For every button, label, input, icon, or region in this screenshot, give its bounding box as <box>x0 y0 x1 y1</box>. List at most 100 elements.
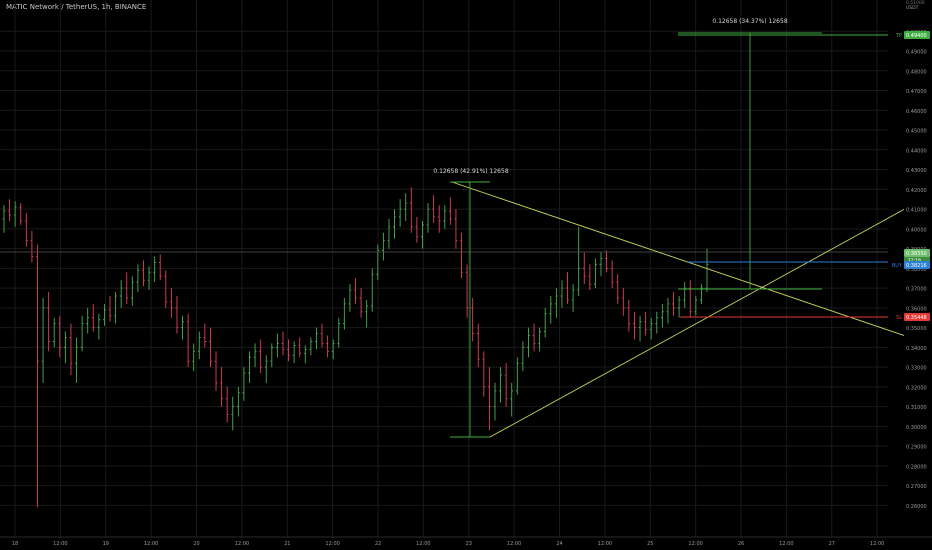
candle <box>354 278 357 304</box>
candle <box>532 323 536 352</box>
price-tag-value: 0.38216 <box>906 263 927 269</box>
candle <box>337 317 341 348</box>
candle <box>36 244 39 508</box>
candle <box>13 201 17 227</box>
candle <box>560 280 564 308</box>
candle <box>476 323 480 368</box>
x-tick-label: 25 <box>647 541 653 547</box>
y-tick-label: 0.46000 <box>906 109 927 115</box>
candle <box>460 232 463 279</box>
x-tick-label: 22 <box>375 541 381 547</box>
candle <box>342 297 346 330</box>
x-tick-label: 12:00 <box>507 541 521 547</box>
y-tick-label: 0.26000 <box>906 504 927 510</box>
x-tick-label: 12:00 <box>144 541 158 547</box>
candle <box>387 218 391 249</box>
candle <box>91 303 95 332</box>
x-tick-label: 12:00 <box>325 541 339 547</box>
x-tick-label: 20 <box>193 541 199 547</box>
candle <box>605 250 608 273</box>
candle <box>315 327 318 350</box>
candle <box>527 327 530 358</box>
candle <box>510 382 514 417</box>
candle <box>448 197 452 225</box>
y-tick-label: 0.31000 <box>906 405 927 411</box>
candle <box>415 216 419 243</box>
candle <box>264 355 268 383</box>
candle <box>348 284 352 312</box>
price-tag-sub: 12:16 <box>908 258 921 264</box>
x-tick-label: 24 <box>556 541 562 547</box>
x-tick-label: 21 <box>284 541 290 547</box>
y-tick-label: 0.44000 <box>906 148 927 154</box>
candle <box>621 288 625 316</box>
price-tag-bg <box>904 249 930 257</box>
candle <box>577 226 581 296</box>
candle <box>203 323 207 348</box>
y-tick-label: 0.32000 <box>906 385 927 391</box>
candle <box>616 274 620 304</box>
candle <box>75 337 78 383</box>
candle <box>108 295 112 322</box>
candle <box>694 295 698 316</box>
x-tick-label: 12:00 <box>53 541 67 547</box>
candle <box>119 280 123 308</box>
candle <box>443 205 447 229</box>
candle <box>320 323 324 348</box>
time-axis[interactable]: 18 12:00 19 12:00 20 12:00 21 12:00 22 12:00 23 12:… <box>0 536 932 547</box>
candles <box>2 187 709 508</box>
candle <box>242 367 246 401</box>
y-tick-label: 0.37000 <box>906 287 927 293</box>
x-tick-label: 12:00 <box>235 541 249 547</box>
x-tick-label: 12:00 <box>688 541 702 547</box>
candle <box>130 276 134 306</box>
candle <box>504 363 508 407</box>
y-tick-label: 0.34000 <box>906 346 927 352</box>
price-tag-name: TP <box>895 33 902 39</box>
x-tick-label: 12:00 <box>870 541 884 547</box>
candle <box>158 254 162 281</box>
candle <box>41 297 45 383</box>
price-axis[interactable]: 0.500000.490000.480000.470000.460000.450… <box>892 0 932 550</box>
candle <box>164 270 168 308</box>
candle <box>549 295 553 324</box>
price-tag-name: BUY <box>892 263 903 269</box>
candle <box>63 331 67 364</box>
candle <box>147 266 151 291</box>
candle <box>47 292 51 352</box>
candle <box>80 315 84 352</box>
y-tick-label: 0.29000 <box>906 445 927 451</box>
y-tick-label: 0.45000 <box>906 129 927 135</box>
candle <box>471 297 475 342</box>
candle <box>543 307 547 338</box>
candle <box>236 386 240 417</box>
candle <box>8 199 11 221</box>
candle <box>97 313 101 340</box>
x-tick-label: 27 <box>829 541 835 547</box>
y-tick-label: 0.48000 <box>906 69 927 75</box>
candle <box>538 327 542 352</box>
x-tick-label: 23 <box>466 541 472 547</box>
candle <box>52 317 56 348</box>
price-tag: 0.35448 SL <box>896 313 930 321</box>
measure-label: 0.12658 (42.91%) 12658 <box>433 168 508 175</box>
candle <box>181 315 184 340</box>
y-tick-label: 0.30000 <box>906 425 927 431</box>
y-tick-label: 0.27000 <box>906 484 927 490</box>
candle <box>454 209 458 249</box>
price-axis-bg <box>904 0 932 550</box>
candle <box>638 315 642 342</box>
candle <box>404 193 408 221</box>
candle <box>30 230 34 263</box>
candle <box>281 331 285 356</box>
price-tag-name: SL <box>896 315 902 321</box>
candle <box>655 311 659 334</box>
candle <box>688 280 692 318</box>
candle <box>426 203 430 233</box>
y-tick-label: 0.36000 <box>906 306 927 312</box>
grid <box>0 0 888 537</box>
candle <box>672 292 675 316</box>
y-tick-label: 0.28000 <box>906 464 927 470</box>
